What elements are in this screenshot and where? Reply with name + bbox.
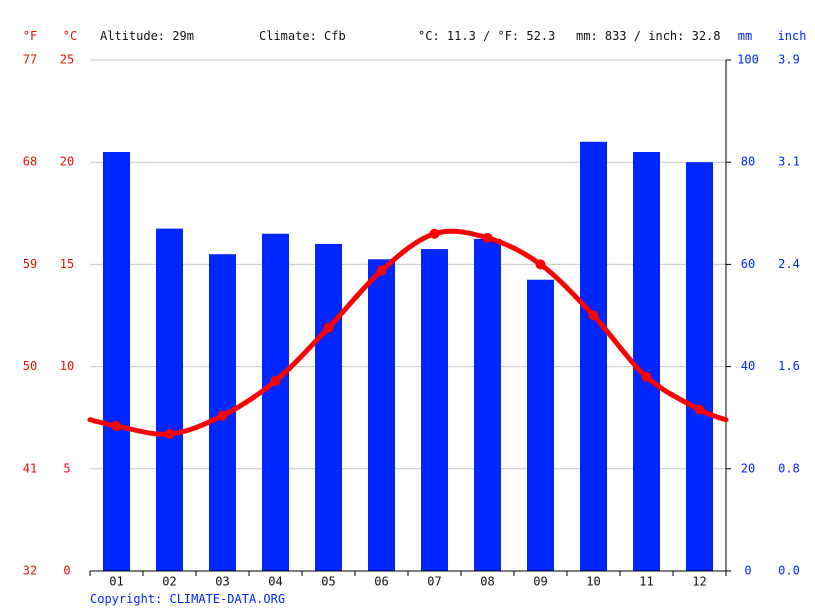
month-tick-label: 08 — [480, 575, 494, 589]
month-tick-label: 02 — [162, 575, 176, 589]
month-tick-label: 04 — [268, 575, 282, 589]
month-tick-label: 06 — [374, 575, 388, 589]
inch-tick-label: 0.0 — [778, 564, 800, 578]
fahrenheit-tick-label: 77 — [23, 53, 37, 67]
mm-tick-label: 60 — [741, 257, 755, 271]
temperature-point — [694, 404, 705, 415]
altitude-label: Altitude: 29m — [100, 29, 194, 43]
precipitation-bar — [368, 259, 395, 571]
temperature-point — [535, 259, 546, 270]
fahrenheit-tick-label: 68 — [23, 155, 37, 169]
inch-tick-label: 3.9 — [778, 53, 800, 67]
inch-tick-label: 0.8 — [778, 461, 800, 475]
mm-tick-label: 100 — [737, 53, 759, 67]
month-tick-label: 11 — [639, 575, 653, 589]
month-tick-label: 01 — [109, 575, 123, 589]
precipitation-bar — [633, 151, 660, 572]
fahrenheit-tick-label: 41 — [23, 461, 37, 475]
precipitation-bar — [474, 238, 501, 571]
fahrenheit-tick-label: 50 — [23, 359, 37, 373]
celsius-tick-label: 15 — [60, 257, 74, 271]
temperature-curve — [87, 228, 729, 437]
precipitation-bars — [103, 141, 713, 572]
temperature-point — [482, 232, 493, 243]
precipitation-bar — [315, 243, 342, 571]
temperature-point — [164, 429, 175, 440]
axes — [89, 59, 731, 576]
precipitation-bar — [527, 279, 554, 571]
celsius-tick-label: 10 — [60, 359, 74, 373]
temperature-point — [429, 228, 440, 239]
precipitation-total-label: mm: 833 / inch: 32.8 — [576, 29, 721, 43]
climate-label: Climate: Cfb — [259, 29, 346, 43]
celsius-tick-label: 5 — [63, 461, 70, 475]
month-tick-label: 09 — [533, 575, 547, 589]
month-tick-label: 03 — [215, 575, 229, 589]
fahrenheit-tick-label: 59 — [23, 257, 37, 271]
temperature-point — [641, 371, 652, 382]
temperature-average-label: °C: 11.3 / °F: 52.3 — [418, 29, 555, 43]
precipitation-bar — [103, 151, 130, 572]
month-tick-label: 10 — [586, 575, 600, 589]
celsius-tick-label: 20 — [60, 155, 74, 169]
inch-tick-label: 1.6 — [778, 359, 800, 373]
fahrenheit-tick-label: 32 — [23, 564, 37, 578]
inch-unit-label: inch — [778, 29, 807, 43]
precipitation-bar — [156, 228, 183, 571]
precipitation-bar — [421, 249, 448, 571]
copyright-text: Copyright: CLIMATE-DATA.ORG — [90, 592, 285, 606]
temperature-line — [87, 228, 729, 440]
mm-unit-label: mm — [738, 29, 752, 43]
temperature-point — [270, 375, 281, 386]
month-tick-label: 05 — [321, 575, 335, 589]
temperature-point — [323, 322, 334, 333]
mm-tick-label: 0 — [744, 564, 751, 578]
fahrenheit-unit-label: °F — [23, 29, 37, 43]
precipitation-bar — [580, 141, 607, 571]
temperature-point — [111, 420, 122, 431]
mm-tick-label: 40 — [741, 359, 755, 373]
inch-tick-label: 3.1 — [778, 155, 800, 169]
celsius-unit-label: °C — [63, 29, 77, 43]
temperature-point — [588, 310, 599, 321]
month-tick-label: 12 — [692, 575, 706, 589]
celsius-tick-label: 25 — [60, 53, 74, 67]
temperature-point — [376, 265, 387, 276]
mm-tick-label: 80 — [741, 155, 755, 169]
inch-tick-label: 2.4 — [778, 257, 800, 271]
mm-tick-label: 20 — [741, 461, 755, 475]
precipitation-bar — [686, 162, 713, 571]
month-tick-label: 07 — [427, 575, 441, 589]
precipitation-bar — [262, 233, 289, 572]
tick-labels: 32 0 41 5 50 10 59 15 68 20 77 25 0 0.0 20 0.8 40 1.6 60 2.… — [23, 53, 800, 589]
celsius-tick-label: 0 — [63, 564, 70, 578]
grid-lines — [90, 59, 726, 470]
temperature-point — [217, 410, 228, 421]
